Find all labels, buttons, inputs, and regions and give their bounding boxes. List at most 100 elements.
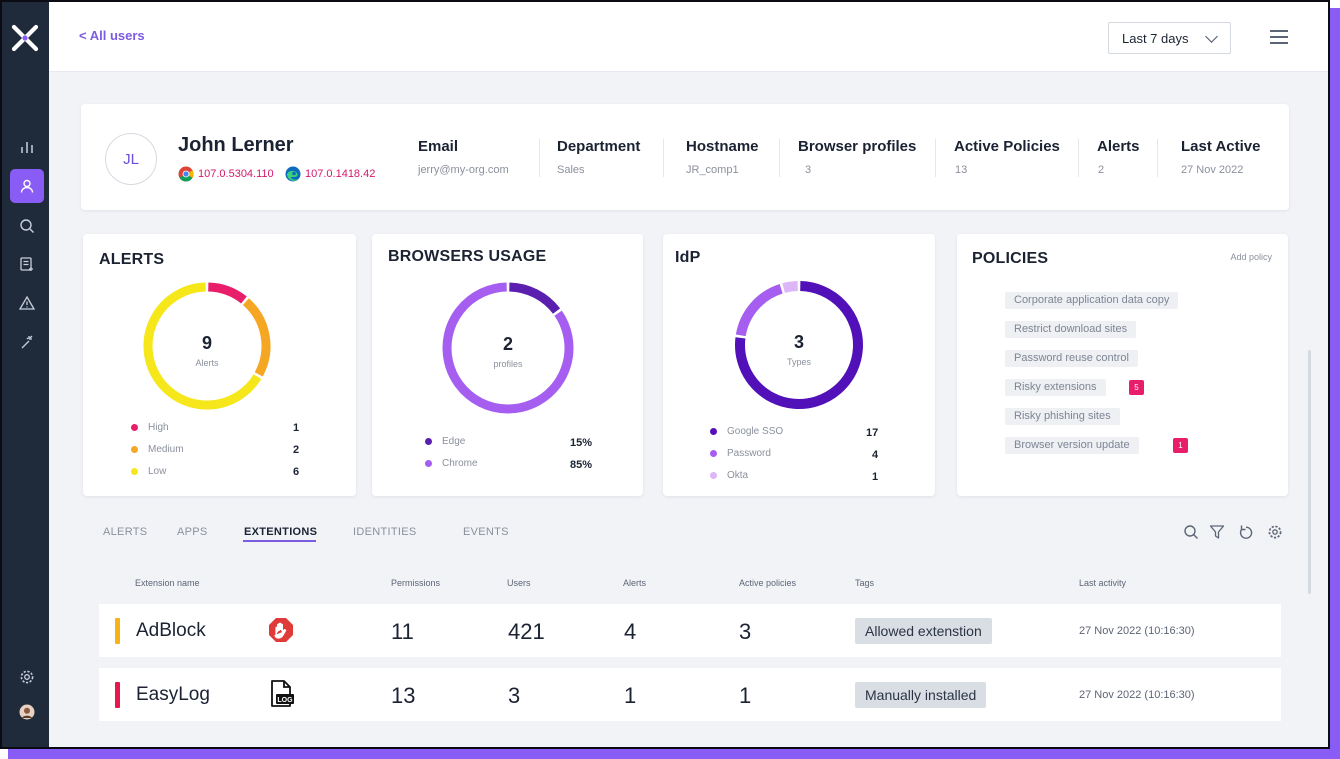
divider [935, 139, 936, 177]
field-active-policies: Active Policies 13 [954, 138, 1060, 176]
field-browser-profiles: Browser profiles 3 [798, 138, 917, 176]
sidebar [2, 2, 49, 747]
legend-okta: Okta [710, 470, 748, 481]
extension-name: EasyLog [136, 684, 210, 705]
extension-name: AdBlock [136, 620, 206, 641]
legend-edge: Edge [425, 436, 465, 447]
legend-password-value: 4 [872, 449, 879, 461]
policies-card: POLICIES Add policy Corporate applicatio… [957, 234, 1288, 496]
refresh-icon[interactable] [1238, 524, 1254, 540]
column-header-last-activity[interactable]: Last activity [1079, 578, 1127, 588]
idp-segment-password [735, 284, 783, 337]
nav-user-icon[interactable] [10, 169, 44, 203]
table-row[interactable]: AdBlock 11 421 4 3 Allowed extenstion 27… [99, 604, 1281, 657]
column-header-alerts[interactable]: Alerts [623, 578, 647, 588]
policies-card-title: POLICIES [972, 250, 1049, 267]
policy-tag[interactable]: Restrict download sites [1005, 321, 1137, 338]
nav-settings-icon[interactable] [10, 660, 44, 694]
alerts-segment-medium [242, 298, 271, 377]
settings-icon[interactable] [1267, 524, 1283, 540]
status-indicator [115, 682, 120, 708]
policy-tag[interactable]: Risky phishing sites [1005, 408, 1120, 425]
column-header-tags[interactable]: Tags [855, 578, 875, 588]
app-window: < All users Last 7 days JL John Lerner 1… [0, 0, 1330, 749]
idp-donut-chart [735, 281, 863, 409]
nav-magic-wand-icon[interactable] [10, 325, 44, 359]
last-activity-time: 27 Nov 2022 (10:16:30) [1079, 689, 1195, 701]
field-email: Email jerry@my-org.com [418, 138, 509, 176]
policy-count-badge: 5 [1129, 380, 1144, 395]
policy-tag[interactable]: Browser version update [1005, 437, 1139, 454]
adblock-icon [269, 618, 293, 642]
legend-password: Password [710, 448, 771, 459]
permissions-count: 13 [391, 683, 416, 708]
log-file-icon: LOG [271, 680, 294, 707]
active-tab-indicator [243, 540, 316, 542]
user-name: John Lerner [178, 134, 294, 156]
legend-okta-value: 1 [872, 471, 879, 483]
legend-medium-value: 2 [293, 444, 300, 456]
column-header-users[interactable]: Users [507, 578, 531, 588]
users-count: 3 [508, 683, 521, 708]
alerts-segment-high [208, 282, 247, 304]
time-range-value: Last 7 days [1122, 30, 1189, 46]
nav-analytics-icon[interactable] [10, 130, 44, 164]
legend-google-sso-value: 17 [866, 427, 879, 439]
chevron-down-icon [1205, 30, 1218, 43]
active-policies-count: 3 [739, 619, 752, 644]
tag-badge: Allowed extenstion [855, 618, 992, 644]
add-policy-link[interactable]: Add policy [1230, 252, 1272, 262]
filter-icon[interactable] [1209, 524, 1225, 540]
time-range-dropdown[interactable]: Last 7 days [1108, 22, 1231, 54]
legend-medium: Medium [131, 444, 184, 455]
browsers-donut-chart [442, 282, 574, 414]
field-department: Department Sales [557, 138, 641, 176]
column-header-active-policies[interactable]: Active policies [739, 578, 797, 588]
app-logo-icon[interactable] [11, 24, 39, 52]
active-policies-count: 1 [739, 683, 752, 708]
idp-card-title: IdP [675, 249, 701, 266]
legend-high: High [131, 422, 169, 433]
column-header-permissions[interactable]: Permissions [391, 578, 441, 588]
tab-extentions[interactable]: EXTENTIONS [244, 526, 318, 538]
idp-segment-google-sso [735, 281, 863, 409]
tab-alerts[interactable]: ALERTS [103, 526, 148, 538]
tab-identities[interactable]: IDENTITIES [353, 526, 417, 538]
field-hostname: Hostname JR_comp1 [686, 138, 759, 176]
column-header-extension-name[interactable]: Extension name [135, 578, 200, 588]
legend-google-sso: Google SSO [710, 426, 783, 437]
last-activity-time: 27 Nov 2022 (10:16:30) [1079, 625, 1195, 637]
alerts-count: 1 [624, 683, 637, 708]
policy-tag[interactable]: Risky extensions [1005, 379, 1106, 396]
idp-total-label: Types [786, 357, 811, 367]
browsers-total: 2 [502, 334, 513, 354]
policy-tag[interactable]: Password reuse control [1005, 350, 1138, 367]
tab-apps[interactable]: APPS [177, 526, 208, 538]
users-count: 421 [508, 619, 545, 644]
alerts-card: ALERTS 9 Alerts High 1 Medium 2 Low 6 [83, 234, 356, 496]
frame-shadow-bottom [8, 749, 1340, 759]
table-row[interactable]: EasyLog LOG 13 3 1 1 Manually installed … [99, 668, 1281, 721]
nav-policy-list-icon[interactable] [10, 247, 44, 281]
nav-avatar-icon[interactable] [10, 695, 44, 729]
hamburger-menu-icon[interactable] [1270, 30, 1288, 44]
alerts-donut-chart [143, 282, 271, 410]
divider [663, 139, 664, 177]
idp-total: 3 [793, 332, 804, 352]
nav-search-icon[interactable] [10, 209, 44, 243]
back-to-users-link[interactable]: < All users [79, 28, 145, 43]
policy-tag[interactable]: Corporate application data copy [1005, 292, 1179, 309]
chrome-icon [178, 166, 194, 182]
alerts-card-title: ALERTS [99, 251, 165, 268]
browsers-segment-chrome [442, 282, 574, 414]
search-icon[interactable] [1183, 524, 1199, 540]
nav-alert-icon[interactable] [10, 286, 44, 320]
tab-events[interactable]: EVENTS [463, 526, 509, 538]
legend-chrome: Chrome [425, 458, 478, 469]
divider [1157, 139, 1158, 177]
edge-icon [285, 166, 301, 182]
scrollbar[interactable] [1308, 350, 1311, 594]
alerts-donut-center: 9 Alerts [157, 333, 257, 368]
alerts-total-label: Alerts [195, 358, 219, 368]
status-indicator [115, 618, 120, 644]
